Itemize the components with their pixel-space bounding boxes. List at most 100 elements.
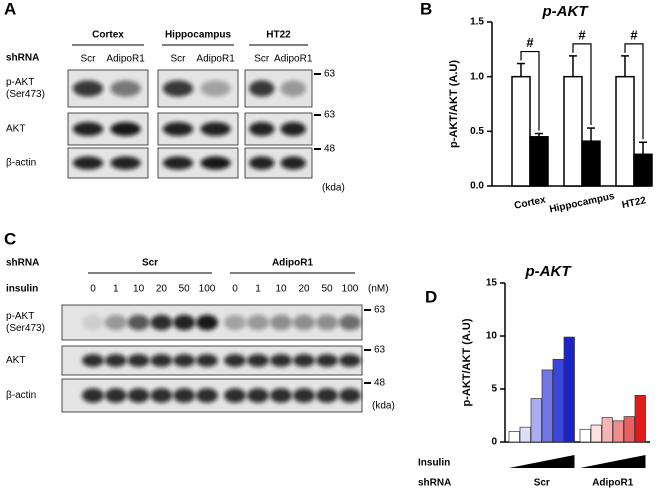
- row-label: Insulin: [418, 458, 450, 469]
- group-title: AdipoR1: [272, 258, 314, 269]
- blot-band: [104, 388, 127, 403]
- lane-label: AdipoR1: [196, 54, 235, 65]
- dose-label: 10: [133, 284, 145, 295]
- blot-band: [339, 354, 361, 367]
- dose-label: 50: [321, 284, 333, 295]
- bar: [519, 426, 531, 443]
- annotation: #: [578, 27, 586, 42]
- x-tick-label: Cortex: [513, 194, 547, 211]
- panel-letter: C: [4, 229, 16, 248]
- bar: [601, 417, 613, 443]
- dose-label: 1: [113, 284, 119, 295]
- dose-label: 100: [199, 284, 216, 295]
- significance-bracket: [572, 43, 592, 126]
- bar: [563, 75, 583, 187]
- row-label: AKT: [6, 355, 25, 366]
- bar: [634, 395, 646, 443]
- dose-label: 20: [298, 284, 310, 295]
- y-tick-label: 0: [491, 437, 497, 448]
- blot-band: [224, 314, 246, 331]
- x-tick-label: Hippocampus: [549, 191, 616, 216]
- bar: [615, 75, 635, 187]
- blot-band: [72, 121, 104, 137]
- blot-band: [280, 156, 306, 170]
- bar: [623, 416, 635, 443]
- blot-band: [270, 354, 292, 367]
- marker-label: 63: [324, 69, 336, 80]
- group-label: Scr: [534, 478, 550, 489]
- row-label: p-AKT: [6, 77, 34, 88]
- bar: [581, 140, 601, 187]
- blot-band: [270, 314, 292, 331]
- blot-band: [150, 388, 173, 403]
- group-title: Cortex: [92, 30, 124, 41]
- blot-band: [293, 354, 315, 367]
- marker-label: 63: [324, 110, 336, 121]
- blot-band: [200, 156, 231, 170]
- bar: [511, 75, 531, 187]
- dose-unit: (nM): [368, 284, 389, 295]
- y-tick-label: 15: [486, 278, 498, 289]
- marker-label: 63: [374, 345, 386, 356]
- blot-band: [196, 388, 218, 403]
- bar: [590, 424, 602, 443]
- dose-triangle: [580, 455, 646, 468]
- shrna-label: shRNA: [6, 258, 39, 269]
- chart-title: p-AKT: [542, 3, 590, 20]
- group-title: Hippocampus: [165, 30, 232, 41]
- lane-label: AdipoR1: [106, 54, 145, 65]
- group-title: Scr: [142, 258, 158, 269]
- blot-band: [339, 314, 361, 331]
- blot-band: [72, 156, 104, 170]
- panel-letter: B: [420, 0, 432, 18]
- blot-band: [173, 354, 196, 367]
- y-tick-label: 10: [486, 331, 498, 342]
- blot-band: [104, 314, 127, 331]
- blot-band: [173, 314, 196, 331]
- blot-band: [82, 354, 104, 367]
- y-tick-label: 1.5: [470, 17, 484, 28]
- bar: [530, 398, 542, 443]
- y-tick-label: 0.5: [470, 126, 484, 137]
- blot-band: [280, 121, 306, 137]
- panel-letter: A: [4, 0, 16, 18]
- significance-bracket: [520, 50, 540, 131]
- blot-band: [162, 121, 194, 137]
- blot-band: [110, 121, 141, 137]
- blot-band: [162, 156, 194, 170]
- annotation: #: [526, 35, 534, 50]
- shrna-label: shRNA: [6, 53, 39, 64]
- bar: [541, 369, 553, 443]
- blot-band: [316, 354, 338, 367]
- row-label: β-actin: [6, 158, 36, 169]
- blot-band: [339, 388, 361, 403]
- y-axis-label: p-AKT/AKT (A.U): [461, 318, 473, 406]
- blot-band: [127, 354, 150, 367]
- row-label: (Ser473): [6, 323, 45, 334]
- group-title: HT22: [266, 30, 291, 41]
- blot-band: [110, 156, 141, 170]
- blot-band: [150, 354, 173, 367]
- blot-band: [293, 388, 315, 403]
- unit-label: (kda): [372, 401, 395, 412]
- lane-label: AdipoR1: [274, 54, 313, 65]
- blot-band: [162, 80, 194, 97]
- blot-band: [173, 388, 196, 403]
- blot-band: [293, 314, 315, 331]
- group-label: AdipoR1: [592, 478, 634, 489]
- blot-band: [249, 80, 275, 97]
- marker-label: 63: [374, 305, 386, 316]
- bar: [552, 358, 564, 443]
- bar: [529, 136, 549, 187]
- dose-label: 20: [156, 284, 168, 295]
- bar: [508, 431, 520, 443]
- y-tick-label: 1.0: [470, 71, 484, 82]
- blot-band: [224, 354, 246, 367]
- blot-band: [200, 121, 231, 137]
- blot-band: [249, 156, 275, 170]
- blot-band: [200, 80, 231, 97]
- dose-label: 0: [90, 284, 96, 295]
- insulin-label: insulin: [6, 284, 38, 295]
- bar: [579, 428, 591, 443]
